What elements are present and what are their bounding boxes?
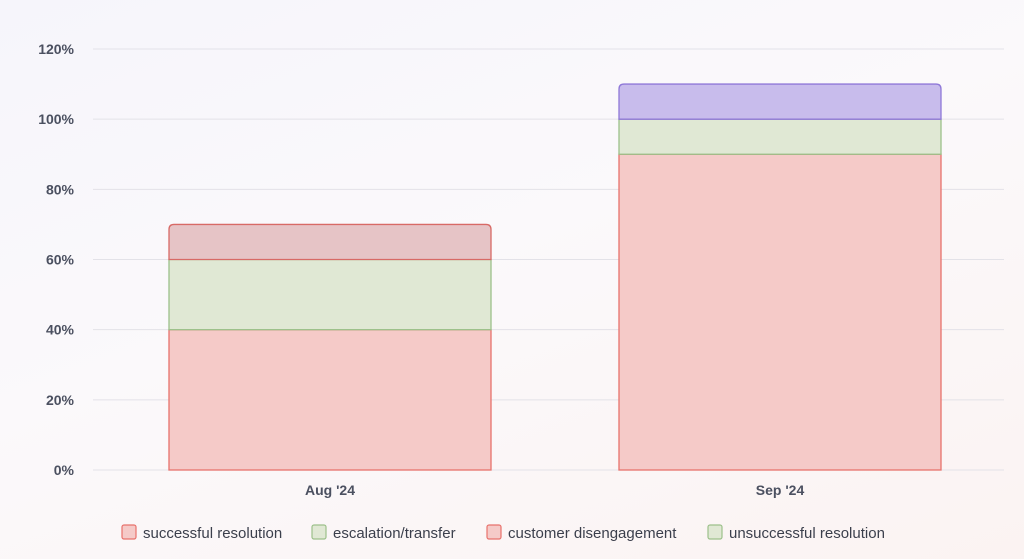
bar-segment-unsuccessful-resolution[interactable] xyxy=(618,83,942,120)
y-tick-label: 0% xyxy=(54,462,75,478)
x-axis: Aug '24 Sep '24 xyxy=(305,482,804,498)
legend-label[interactable]: escalation/transfer xyxy=(333,525,456,542)
bar-segment-customer-disengagement[interactable] xyxy=(168,223,492,261)
legend-swatch xyxy=(121,524,137,540)
y-tick-label: 40% xyxy=(46,322,75,338)
bar-segment-escalation-transfer[interactable] xyxy=(618,118,942,155)
y-tick-label: 120% xyxy=(38,41,74,57)
y-tick-label: 100% xyxy=(38,111,74,127)
x-tick-label: Sep '24 xyxy=(756,482,805,498)
y-tick-label: 60% xyxy=(46,252,75,268)
legend-swatch xyxy=(486,524,502,540)
y-axis: 0% 20% 40% 60% 80% 100% 120% xyxy=(38,41,74,478)
bar-segment-successful-resolution[interactable] xyxy=(618,153,942,471)
legend-swatch xyxy=(707,524,723,540)
legend-label[interactable]: unsuccessful resolution xyxy=(729,525,885,542)
x-tick-label: Aug '24 xyxy=(305,482,355,498)
legend-label[interactable]: customer disengagement xyxy=(508,525,677,542)
bars xyxy=(168,83,942,471)
y-tick-label: 20% xyxy=(46,392,75,408)
bar-segment-successful-resolution[interactable] xyxy=(168,329,492,471)
y-tick-label: 80% xyxy=(46,181,75,197)
bar-segment-escalation-transfer[interactable] xyxy=(168,258,492,331)
legend-swatch xyxy=(311,524,327,540)
legend: successful resolution escalation/transfer… xyxy=(121,524,885,542)
legend-label[interactable]: successful resolution xyxy=(143,525,282,542)
